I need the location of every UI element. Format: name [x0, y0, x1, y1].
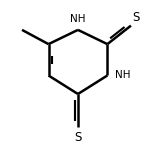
Text: S: S — [74, 131, 82, 144]
Text: NH: NH — [115, 70, 130, 81]
Text: NH: NH — [70, 14, 86, 24]
Text: S: S — [132, 11, 140, 24]
